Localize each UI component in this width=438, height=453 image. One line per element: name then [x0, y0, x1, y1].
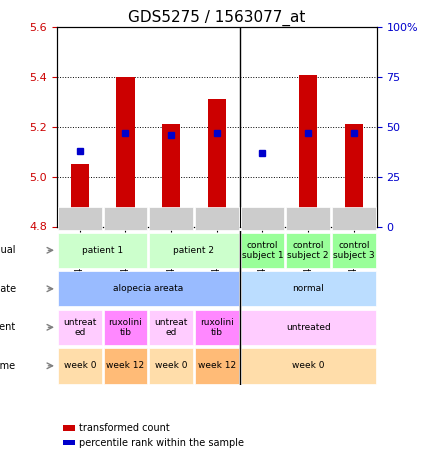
Bar	[71, 164, 89, 226]
Text: week 12: week 12	[198, 361, 236, 370]
Bar	[208, 100, 226, 226]
Text: patient 2: patient 2	[173, 246, 215, 255]
Text: transformed count: transformed count	[79, 424, 170, 434]
Text: week 0: week 0	[292, 361, 325, 370]
FancyBboxPatch shape	[149, 348, 193, 384]
FancyBboxPatch shape	[103, 348, 147, 384]
Text: week 0: week 0	[155, 361, 187, 370]
Text: control
subject 1: control subject 1	[242, 241, 283, 260]
FancyBboxPatch shape	[58, 271, 239, 307]
Text: disease state: disease state	[0, 284, 16, 294]
FancyBboxPatch shape	[240, 348, 376, 384]
Bar	[162, 124, 180, 226]
FancyBboxPatch shape	[240, 232, 284, 268]
Title: GDS5275 / 1563077_at: GDS5275 / 1563077_at	[128, 10, 305, 26]
FancyBboxPatch shape	[58, 232, 147, 268]
FancyBboxPatch shape	[149, 232, 239, 268]
Text: normal: normal	[292, 284, 324, 293]
FancyBboxPatch shape	[286, 232, 330, 268]
Text: agent: agent	[0, 322, 16, 333]
FancyBboxPatch shape	[149, 309, 193, 345]
Bar	[64, 440, 74, 445]
FancyBboxPatch shape	[332, 232, 376, 268]
Bar	[117, 77, 134, 226]
FancyBboxPatch shape	[332, 207, 376, 230]
Text: time: time	[0, 361, 16, 371]
Text: ruxolini
tib: ruxolini tib	[109, 318, 142, 337]
Bar	[345, 124, 363, 226]
FancyBboxPatch shape	[58, 309, 102, 345]
FancyBboxPatch shape	[195, 309, 239, 345]
FancyBboxPatch shape	[195, 348, 239, 384]
FancyBboxPatch shape	[103, 207, 147, 230]
Text: patient 1: patient 1	[82, 246, 123, 255]
FancyBboxPatch shape	[240, 271, 376, 307]
Bar	[253, 214, 272, 226]
Text: week 0: week 0	[64, 361, 96, 370]
Bar	[64, 425, 74, 431]
FancyBboxPatch shape	[240, 309, 376, 345]
FancyBboxPatch shape	[58, 348, 102, 384]
FancyBboxPatch shape	[286, 207, 330, 230]
Bar	[299, 74, 317, 226]
Text: untreat
ed: untreat ed	[155, 318, 188, 337]
Text: percentile rank within the sample: percentile rank within the sample	[79, 438, 244, 448]
Text: control
subject 3: control subject 3	[333, 241, 374, 260]
FancyBboxPatch shape	[149, 207, 193, 230]
Text: control
subject 2: control subject 2	[287, 241, 329, 260]
FancyBboxPatch shape	[58, 207, 102, 230]
FancyBboxPatch shape	[103, 309, 147, 345]
Text: untreat
ed: untreat ed	[63, 318, 96, 337]
FancyBboxPatch shape	[240, 207, 284, 230]
FancyBboxPatch shape	[195, 207, 239, 230]
Text: week 12: week 12	[106, 361, 145, 370]
Text: ruxolini
tib: ruxolini tib	[200, 318, 234, 337]
Text: untreated: untreated	[286, 323, 331, 332]
Text: individual: individual	[0, 245, 16, 255]
Text: alopecia areata: alopecia areata	[113, 284, 184, 293]
